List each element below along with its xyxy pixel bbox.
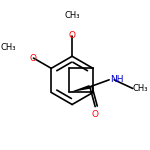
- Text: O: O: [30, 54, 37, 63]
- Text: CH₃: CH₃: [64, 11, 80, 20]
- Text: O: O: [92, 110, 99, 119]
- Text: O: O: [69, 31, 76, 40]
- Text: CH₃: CH₃: [133, 84, 148, 93]
- Text: NH: NH: [110, 75, 124, 84]
- Polygon shape: [69, 85, 90, 92]
- Text: CH₃: CH₃: [0, 43, 16, 52]
